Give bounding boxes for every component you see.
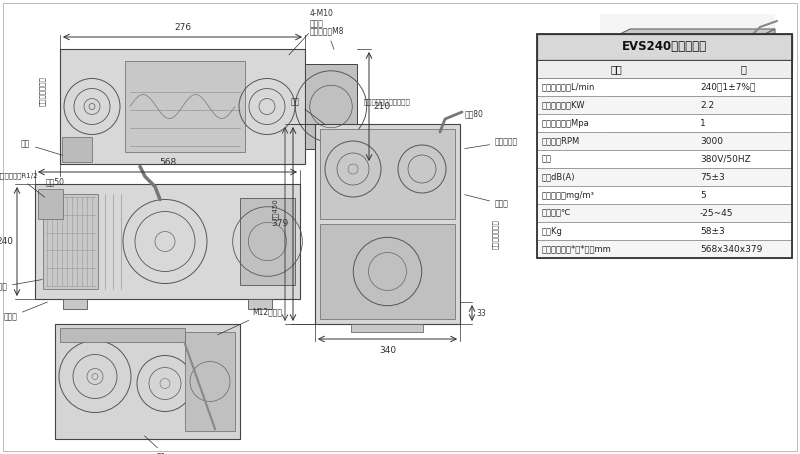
Text: 大于450: 大于450 [272, 198, 278, 220]
Bar [315, 124, 460, 324]
Polygon shape [755, 29, 775, 149]
Bar [60, 328, 185, 342]
Bar [537, 78, 792, 96]
Text: 油滤: 油滤 [21, 139, 62, 155]
Text: 75±3: 75±3 [700, 173, 725, 182]
Bar [62, 137, 92, 162]
Text: 276: 276 [174, 23, 191, 32]
Text: 排气含油量mg/m³: 排气含油量mg/m³ [542, 191, 595, 199]
Bar [351, 324, 423, 332]
Text: 油气分离器: 油气分离器 [465, 138, 518, 148]
Text: 公称容积流量L/min: 公称容积流量L/min [542, 83, 595, 92]
Bar [185, 332, 235, 431]
Bar [38, 189, 63, 219]
Text: 加油口: 加油口 [465, 195, 509, 208]
Text: 240（1±7%）: 240（1±7%） [700, 83, 755, 92]
Text: 2.2: 2.2 [700, 100, 714, 109]
Bar [240, 198, 295, 285]
Bar [35, 184, 300, 299]
Text: 重量Kg: 重量Kg [542, 227, 563, 236]
Text: 58±3: 58±3 [700, 227, 725, 236]
Text: 额定转速RPM: 额定转速RPM [542, 137, 580, 145]
Text: 380V/50HZ: 380V/50HZ [700, 154, 750, 163]
Text: 值: 值 [741, 64, 746, 74]
Bar [537, 240, 792, 258]
Bar [537, 168, 792, 186]
Text: 液油铭: 液油铭 [0, 280, 42, 291]
Text: -25~45: -25~45 [700, 208, 734, 217]
Text: 5: 5 [700, 191, 706, 199]
Text: 清洗口: 清洗口 [3, 302, 47, 321]
Text: 568: 568 [159, 158, 176, 167]
Bar [55, 324, 240, 439]
Bar [537, 96, 792, 114]
Bar [320, 129, 455, 219]
Text: 210: 210 [373, 102, 390, 111]
Text: 240: 240 [0, 237, 13, 246]
Text: 33: 33 [476, 309, 486, 317]
Text: 噪音dB(A): 噪音dB(A) [542, 173, 575, 182]
Text: 大于80: 大于80 [465, 109, 484, 118]
Bar [537, 114, 792, 132]
Bar [125, 61, 245, 152]
Bar [537, 132, 792, 150]
Text: 电机额定功率KW: 电机额定功率KW [542, 100, 586, 109]
Text: G1清洗孔: G1清洗孔 [145, 436, 180, 454]
Bar [305, 64, 357, 149]
Text: 空滤、油细拆卸保养空间: 空滤、油细拆卸保养空间 [364, 99, 411, 105]
Bar [248, 299, 272, 309]
Text: 项目: 项目 [610, 64, 622, 74]
Bar [537, 204, 792, 222]
Text: EVS240技术参数表: EVS240技术参数表 [622, 40, 707, 54]
Bar [63, 299, 87, 309]
Text: 空滤: 空滤 [290, 98, 325, 124]
Text: 379: 379 [272, 219, 289, 228]
Text: 额定工作压力Mpa: 额定工作压力Mpa [542, 118, 590, 128]
Text: 4-M10
减速孔: 4-M10 减速孔 [289, 9, 334, 55]
Text: 568x340x379: 568x340x379 [700, 245, 762, 253]
Text: 340: 340 [379, 346, 396, 355]
Text: 大于50: 大于50 [46, 178, 65, 187]
Text: 液冷却保养空间: 液冷却保养空间 [38, 77, 46, 106]
Bar [60, 49, 305, 164]
Text: 空压机排气口R1/2: 空压机排气口R1/2 [0, 173, 45, 197]
Bar [320, 224, 455, 319]
Bar [610, 39, 755, 149]
Text: 1: 1 [700, 118, 706, 128]
Text: M12吊装孔: M12吊装孔 [218, 307, 282, 335]
Text: 环境温度℃: 环境温度℃ [542, 208, 571, 217]
Text: 3000: 3000 [700, 137, 723, 145]
Text: 电机接地孔M8: 电机接地孔M8 [310, 26, 345, 49]
Bar [600, 14, 775, 164]
Text: 外形尺寸（长*宽*高）mm: 外形尺寸（长*宽*高）mm [542, 245, 612, 253]
Bar [537, 60, 792, 78]
Text: 电源: 电源 [542, 154, 552, 163]
Bar [537, 34, 792, 258]
Text: 散热器散方空间: 散热器散方空间 [492, 219, 498, 249]
Bar [537, 34, 792, 60]
Polygon shape [610, 29, 775, 39]
Bar [537, 150, 792, 168]
Bar [537, 186, 792, 204]
Bar [43, 194, 98, 289]
Bar [537, 222, 792, 240]
